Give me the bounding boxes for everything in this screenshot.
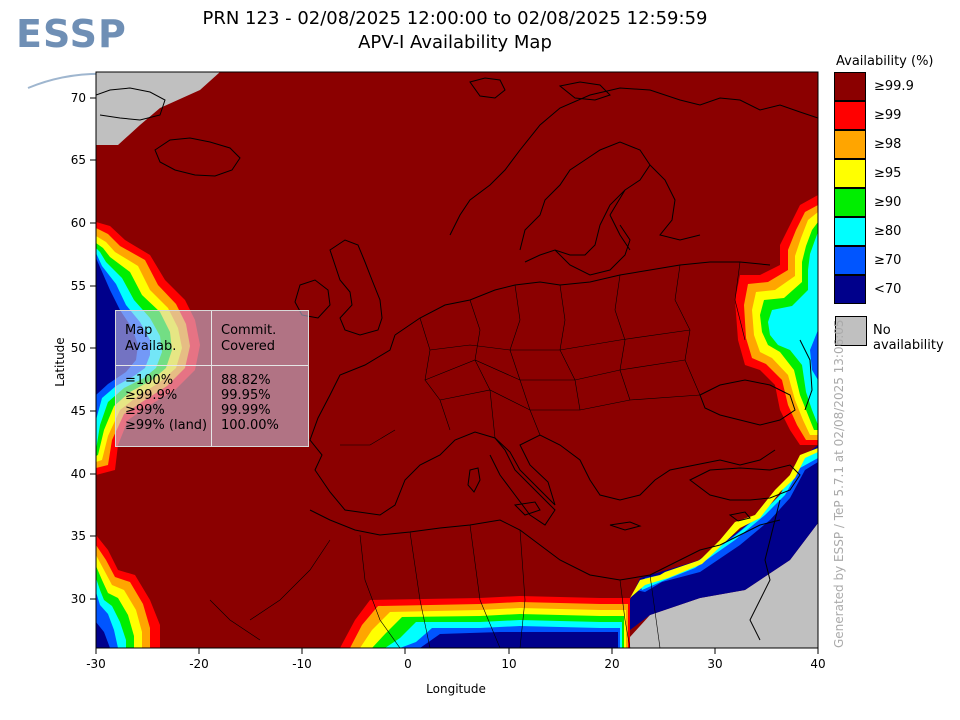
southwest-gradient bbox=[96, 535, 160, 648]
y-tick-label: 35 bbox=[71, 529, 86, 543]
x-axis: -30 -20 -10 0 10 20 30 40 Longitude bbox=[86, 648, 826, 696]
col2-header-line2: Covered bbox=[221, 339, 276, 354]
y-axis: 70 65 60 55 50 45 40 35 30 Latitude bbox=[53, 91, 96, 606]
map-title: PRN 123 - 02/08/2025 12:00:00 to 02/08/2… bbox=[202, 8, 708, 29]
legend-label: ≥99 bbox=[874, 108, 902, 123]
y-axis-label: Latitude bbox=[53, 337, 67, 386]
x-tick-label: 10 bbox=[501, 657, 516, 671]
plot-frame bbox=[95, 71, 819, 649]
legend-swatch bbox=[834, 130, 866, 159]
stats-row-value: 100.00% bbox=[221, 418, 279, 433]
legend-swatch bbox=[834, 188, 866, 217]
x-tick-label: -10 bbox=[292, 657, 312, 671]
stats-row-label: =100% bbox=[125, 373, 174, 388]
stats-row-label: ≥99% bbox=[125, 403, 165, 418]
col2-header-line1: Commit. bbox=[221, 323, 277, 338]
stats-row-value: 99.95% bbox=[221, 388, 271, 403]
legend-swatch bbox=[834, 246, 866, 275]
y-tick-label: 40 bbox=[71, 467, 86, 481]
col1-header-line1: Map bbox=[125, 323, 153, 338]
y-tick-label: 70 bbox=[71, 91, 86, 105]
east-gradient bbox=[735, 195, 818, 445]
x-tick-label: 20 bbox=[604, 657, 619, 671]
y-tick-label: 45 bbox=[71, 404, 86, 418]
stats-row-value: 99.99% bbox=[221, 403, 271, 418]
legend-label: ≥80 bbox=[874, 224, 902, 239]
no-availability-se bbox=[620, 523, 818, 648]
legend-swatch bbox=[834, 101, 866, 130]
x-axis-label: Longitude bbox=[426, 682, 486, 696]
legend-label: <70 bbox=[874, 282, 902, 297]
legend-swatch bbox=[834, 159, 866, 188]
stats-row-value: 88.82% bbox=[221, 373, 271, 388]
no-availability-swatch bbox=[835, 316, 867, 346]
legend-swatch bbox=[834, 217, 866, 246]
col1-header-line2: Availab. bbox=[125, 339, 177, 354]
map-subtitle: APV-I Availability Map bbox=[358, 32, 552, 53]
legend-swatch bbox=[834, 275, 866, 304]
no-availability-nw bbox=[96, 72, 220, 145]
availability-stats-table: Map Availab. Commit. Covered =100% 88.82… bbox=[115, 310, 309, 447]
legend-title: Availability (%) bbox=[836, 54, 934, 69]
legend-label: ≥90 bbox=[874, 195, 902, 210]
coastlines bbox=[96, 77, 818, 641]
south-gradient bbox=[340, 445, 818, 648]
x-tick-label: -30 bbox=[86, 657, 106, 671]
y-tick-label: 55 bbox=[71, 279, 86, 293]
x-tick-label: 40 bbox=[810, 657, 825, 671]
stats-row-label: ≥99.9% bbox=[125, 388, 178, 403]
y-tick-label: 30 bbox=[71, 592, 86, 606]
y-tick-label: 65 bbox=[71, 153, 86, 167]
country-borders bbox=[209, 261, 746, 648]
legend-swatch bbox=[834, 72, 866, 101]
legend-label: ≥99.9 bbox=[874, 79, 914, 94]
x-tick-label: 0 bbox=[404, 657, 412, 671]
x-tick-label: -20 bbox=[189, 657, 209, 671]
y-tick-label: 60 bbox=[71, 216, 86, 230]
legend-label: ≥70 bbox=[874, 253, 902, 268]
generated-by-note: Generated by ESSP / TeP 5.7.1 at 02/08/2… bbox=[832, 319, 846, 648]
x-tick-label: 30 bbox=[707, 657, 722, 671]
legend-label: ≥95 bbox=[874, 166, 902, 181]
y-tick-label: 50 bbox=[71, 341, 86, 355]
no-availability-label: No availability bbox=[873, 323, 944, 353]
stats-row-label: ≥99% (land) bbox=[125, 418, 208, 433]
legend-label: ≥98 bbox=[874, 137, 902, 152]
logo-text: ESSP bbox=[16, 12, 127, 56]
